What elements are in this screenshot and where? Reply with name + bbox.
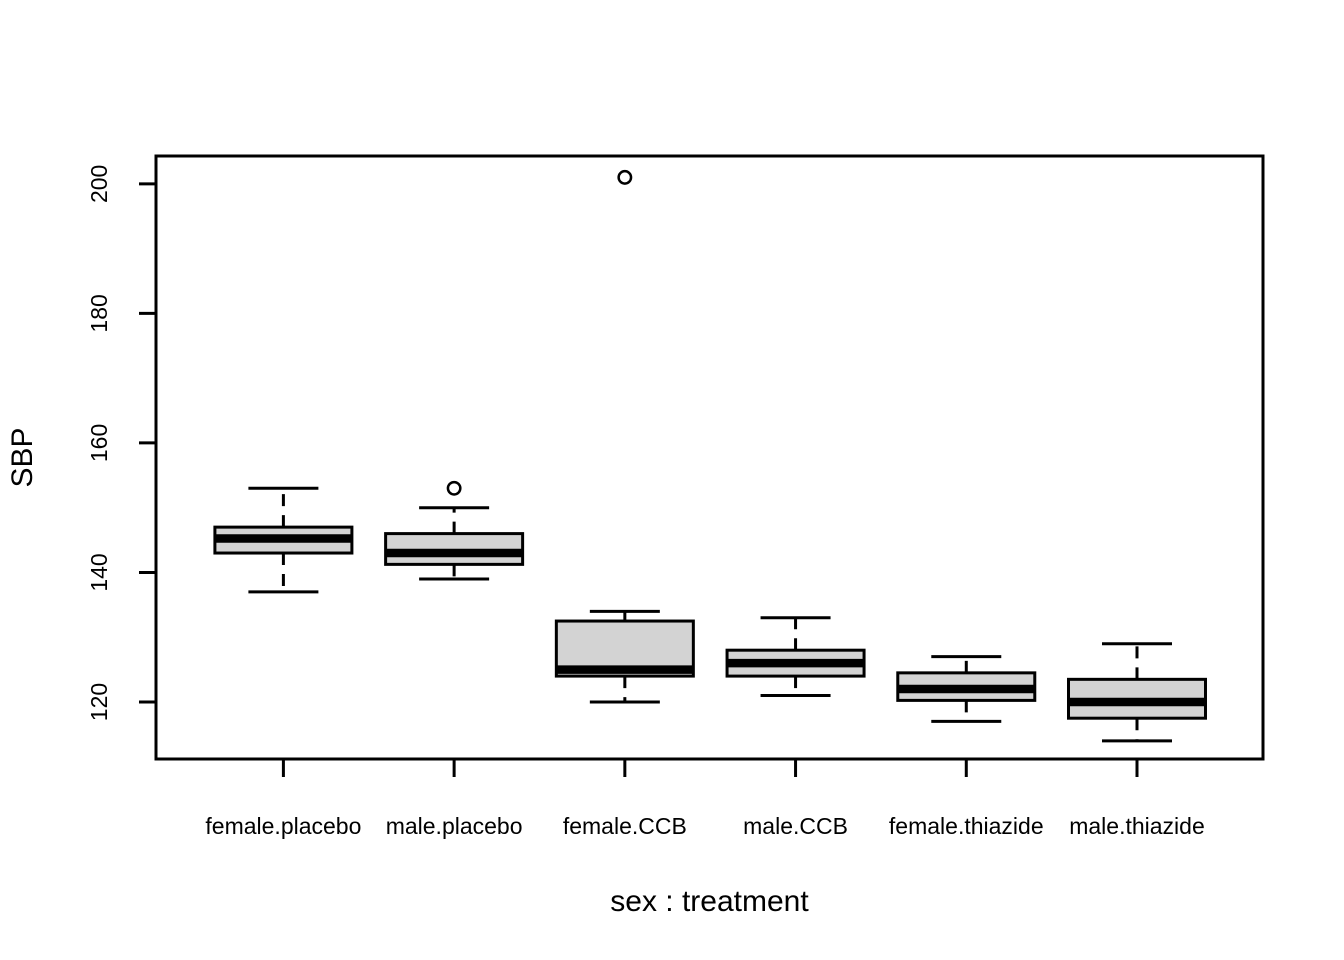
outlier-point	[446, 480, 462, 496]
box-group-female.thiazide	[896, 655, 1037, 723]
x-category-label: female.placebo	[205, 813, 361, 839]
y-tick-label: 160	[86, 424, 112, 462]
plot-border	[154, 154, 1265, 761]
x-category-label: female.CCB	[563, 813, 687, 839]
x-category-label: male.thiazide	[1069, 813, 1205, 839]
plot-content: 120 140 160 180 200 female.placebo male.placeb…	[86, 154, 1265, 839]
y-tick-label: 180	[86, 294, 112, 332]
x-category-label: male.placebo	[386, 813, 523, 839]
box-group-female.CCB	[554, 169, 695, 704]
box-group-male.placebo	[384, 480, 525, 581]
x-axis-title: sex : treatment	[610, 885, 809, 918]
box-group-female.placebo	[213, 486, 354, 594]
y-tick-label: 120	[86, 683, 112, 721]
x-category-label: female.thiazide	[889, 813, 1044, 839]
box-group-male.CCB	[725, 616, 866, 698]
box-group-male.thiazide	[1067, 642, 1207, 743]
y-tick-label: 200	[86, 165, 112, 203]
x-category-label: male.CCB	[743, 813, 848, 839]
y-tick-label: 140	[86, 553, 112, 591]
y-axis-title: SBP	[6, 427, 39, 487]
outlier-point	[617, 169, 633, 185]
